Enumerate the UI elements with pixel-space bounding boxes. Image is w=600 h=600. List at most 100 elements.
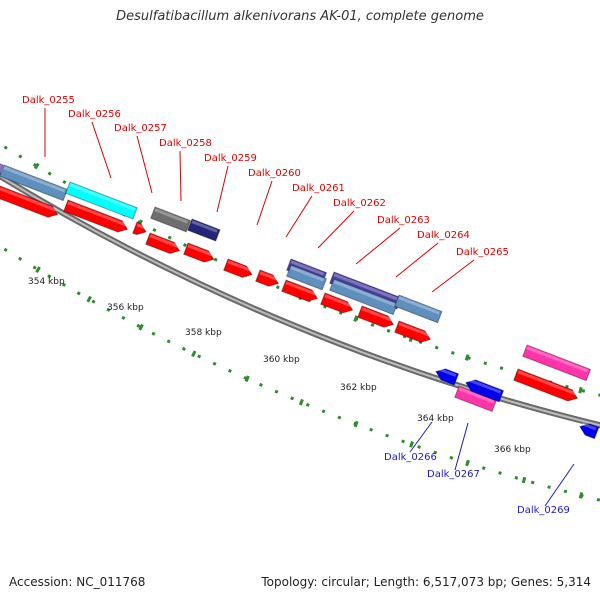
cds-forward-2-body	[63, 199, 129, 233]
cds-forward-8-sheen	[285, 281, 318, 296]
gene-label: Dalk_0262	[333, 198, 386, 209]
cds-forward-5-sheen	[187, 244, 214, 257]
gene-label: Dalk_0257	[114, 123, 167, 134]
gene-slate-1-sheen	[290, 260, 325, 276]
cds-forward-9-sheen	[324, 294, 353, 308]
gene-label: Dalk_0260	[248, 168, 301, 179]
gene-label: Dalk_0265	[456, 247, 509, 258]
inner-minor-ticks	[0, 244, 600, 502]
gene-steelblue-4-body	[394, 294, 443, 324]
scale-label: 362 kbp	[340, 383, 377, 393]
cds-forward-11	[394, 320, 432, 343]
leader-line	[179, 150, 182, 202]
cds-reverse-2-body	[465, 379, 505, 403]
cds-forward-10-body	[357, 305, 395, 328]
gene-slate-2-sheen	[333, 273, 399, 301]
leader-line	[317, 210, 355, 249]
leader-line	[395, 242, 439, 278]
cds-forward-12	[513, 368, 579, 402]
gene-navy-sheen	[191, 220, 218, 233]
cds-forward-1-body	[0, 185, 59, 218]
gene-steelblue-4	[394, 294, 443, 324]
cds-forward-6-sheen	[227, 260, 252, 273]
gene-cyan	[65, 181, 138, 220]
cds-forward-4	[145, 232, 181, 255]
cds-forward-5	[183, 242, 215, 263]
cds-forward-2	[63, 199, 129, 233]
scale-label: 356 kbp	[107, 303, 144, 313]
gene-label: Dalk_0261	[292, 183, 345, 194]
cds-forward-12-sheen	[517, 370, 578, 396]
cds-forward-2-sheen	[67, 201, 128, 227]
gene-gray	[150, 206, 192, 233]
cds-forward-7-sheen	[259, 271, 279, 281]
cds-forward-7-body	[255, 269, 280, 287]
gene-steelblue-3	[329, 278, 399, 316]
scale-label: 364 kbp	[417, 414, 454, 424]
gene-steelblue-3-body	[329, 278, 399, 316]
gene-label: Dalk_0264	[417, 230, 470, 241]
gene-label: Dalk_0256	[68, 109, 121, 120]
leader-line	[355, 227, 401, 265]
gene-navy-body	[187, 218, 221, 242]
cds-forward-11-sheen	[398, 322, 431, 337]
cds-reverse-1-sheen	[437, 367, 457, 377]
scale-label: 354 kbp	[28, 277, 65, 287]
backbone-highlight	[0, 174, 600, 427]
gene-label: Dalk_0267	[427, 469, 480, 480]
label-layer: 354 kbp 356 kbp 358 kbp 360 kbp 362 kbp 364 k…	[22, 95, 570, 516]
cds-forward-1-sheen	[0, 187, 58, 212]
gene-pink-1-sheen	[526, 346, 589, 373]
gene-label: Dalk_0255	[22, 95, 75, 106]
gene-navy	[187, 218, 221, 242]
gene-steelblue-3-sheen	[333, 280, 396, 307]
gene-cyan-body	[65, 181, 138, 220]
gene-steelblue-1-sheen	[3, 166, 66, 193]
gene-label: Dalk_0269	[517, 505, 570, 516]
gene-label: Dalk_0259	[204, 153, 257, 164]
leader-line	[409, 421, 433, 453]
gene-steelblue-2-body	[286, 264, 328, 291]
cds-forward-10-sheen	[361, 307, 394, 322]
cds-forward-6	[223, 258, 253, 278]
scale-label: 366 kbp	[494, 445, 531, 455]
cds-reverse-3	[579, 422, 600, 440]
cds-forward-10	[357, 305, 395, 328]
cds-forward-8	[281, 279, 319, 302]
gene-label: Dalk_0258	[159, 138, 212, 149]
topology-text: Topology: circular; Length: 6,517,073 bp…	[261, 575, 591, 589]
cds-forward-4-body	[145, 232, 181, 255]
cds-forward-6-body	[223, 258, 253, 278]
backbone-layer	[0, 172, 600, 429]
gene-pink-1-body	[522, 344, 592, 382]
cds-forward-1	[0, 185, 59, 218]
cds-reverse-1	[435, 367, 460, 386]
gene-gray-sheen	[154, 208, 189, 224]
leader-line	[544, 463, 575, 507]
leader-line	[454, 422, 469, 471]
leader-line	[91, 121, 112, 179]
map-title: Desulfatibacillum alkenivorans AK-01, co…	[116, 9, 484, 24]
gene-steelblue-2-sheen	[290, 266, 325, 282]
gene-steelblue-1	[0, 164, 69, 202]
leader-line	[136, 135, 153, 194]
gene-gray-body	[150, 206, 192, 233]
scale-label: 360 kbp	[263, 355, 300, 365]
label-leaders	[44, 108, 575, 507]
cds-forward-4-sheen	[149, 234, 180, 249]
cds-forward-7	[255, 269, 280, 287]
cds-forward-12-body	[513, 368, 579, 402]
gene-label: Dalk_0263	[377, 215, 430, 226]
gene-label: Dalk_0266	[384, 452, 437, 463]
cds-reverse-2-sheen	[467, 378, 502, 394]
cds-forward-5-body	[183, 242, 215, 263]
gene-steelblue-4-sheen	[398, 296, 440, 315]
cds-reverse-3-body	[579, 423, 600, 440]
cds-forward-3-sheen	[136, 223, 146, 230]
cds-forward-3-body	[132, 221, 147, 236]
gene-features	[0, 159, 600, 440]
gene-steelblue-1-body	[0, 164, 69, 202]
cds-forward-11-body	[394, 320, 432, 343]
